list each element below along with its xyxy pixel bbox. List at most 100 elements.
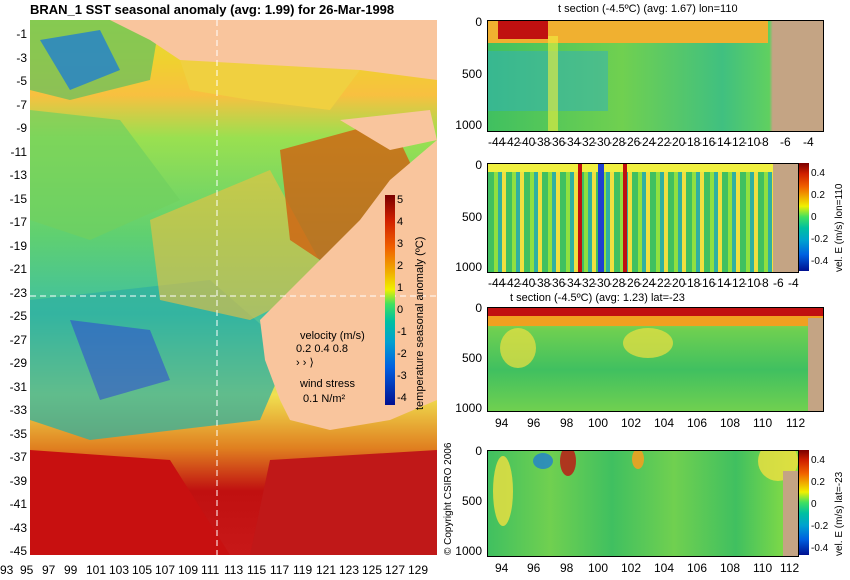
panel1-ytick: 0 (475, 15, 482, 29)
lon-tick: 107 (155, 563, 176, 577)
panel2-xtick: -10 (743, 276, 761, 290)
panel4-colorbar-label: vel. E (m/s) lat=-23 (834, 471, 845, 556)
panel4-overlay (493, 451, 798, 556)
colorbar-tick: 3 (397, 238, 404, 250)
panel2-colorbar-tick: 0 (811, 212, 817, 223)
lat-tick: -5 (16, 74, 27, 88)
lon-tick: 115 (247, 563, 267, 577)
panel1-temperature-section[interactable] (487, 20, 824, 132)
colorbar-tick: -3 (397, 370, 407, 382)
panel4-xtick: 112 (780, 561, 800, 575)
lat-tick: -7 (16, 98, 27, 112)
lat-tick: -3 (16, 51, 27, 65)
sst-anomaly-map[interactable] (30, 20, 437, 555)
panel3-temperature-section[interactable] (487, 307, 824, 412)
panel1-xtick: -4 (803, 135, 814, 149)
lat-tick: -1 (16, 27, 27, 41)
colorbar-tick: 4 (397, 216, 404, 228)
panel2-xtick: -28 (608, 276, 626, 290)
land-java-sumatra (110, 20, 437, 90)
panel1-xtick: -30 (593, 135, 611, 149)
panel3-xtick: 108 (720, 416, 741, 430)
velocity-legend-label: velocity (m/s) (300, 330, 365, 342)
panel1-xtick: -32 (578, 135, 596, 149)
panel4-velocity-section[interactable] (487, 450, 799, 557)
panel1-xtick: -20 (668, 135, 686, 149)
panel1-xtick: -38 (533, 135, 551, 149)
panel1-xtick: -8 (758, 135, 769, 149)
panel2-xtick: -40 (518, 276, 536, 290)
lon-tick: 95 (20, 563, 34, 577)
panel2-xtick: -18 (683, 276, 701, 290)
panel4-xtick: 94 (495, 561, 509, 575)
lon-tick: 97 (42, 563, 56, 577)
panel2-xtick: -36 (548, 276, 566, 290)
lat-tick: -27 (9, 333, 27, 347)
panel2-xtick: -26 (623, 276, 641, 290)
colorbar-tick: -1 (397, 326, 407, 338)
lat-tick: -31 (9, 380, 27, 394)
panel4-ytick: 1000 (455, 544, 482, 558)
lon-tick: 129 (408, 563, 429, 577)
panel1-xtick: -14 (713, 135, 731, 149)
panel4-colorbar-tick: -0.4 (811, 543, 829, 554)
panel2-xtick: -32 (578, 276, 596, 290)
panel3-overlay (488, 308, 823, 411)
colorbar-tick: 2 (397, 260, 404, 272)
panel2-xtick: -34 (563, 276, 581, 290)
panel4-ytick: 0 (475, 444, 482, 458)
panel3-xtick: 102 (621, 416, 642, 430)
panel2-xtick: -6 (773, 276, 784, 290)
panel1-xtick: -44 (488, 135, 506, 149)
panel2-ytick: 1000 (455, 260, 482, 274)
lon-tick: 103 (109, 563, 130, 577)
lat-tick: -43 (9, 521, 27, 535)
panel4-xtick: 98 (560, 561, 574, 575)
lat-tick: -23 (9, 286, 27, 300)
lon-tick: 109 (178, 563, 199, 577)
panel2-velocity-section[interactable] (487, 163, 799, 273)
panel2-xtick: -38 (533, 276, 551, 290)
panel4-xtick: 102 (621, 561, 642, 575)
panel3-title: t section (-4.5ºC) (avg: 1.23) lat=-23 (510, 292, 685, 304)
lon-tick: 105 (132, 563, 153, 577)
panel1-xtick: -40 (518, 135, 536, 149)
panel1-xtick: -18 (683, 135, 701, 149)
lon-tick: 123 (339, 563, 360, 577)
lat-tick: -25 (9, 309, 27, 323)
panel4-colorbar-tick: 0 (811, 499, 817, 510)
panel2-xtick: -4 (788, 276, 799, 290)
panel2-xtick: -16 (698, 276, 716, 290)
panel4-colorbar-tick: 0.2 (811, 477, 825, 488)
panel2-colorbar-tick: 0.2 (811, 190, 825, 201)
colorbar-tick: -4 (397, 392, 407, 404)
panel3-ytick: 500 (461, 351, 482, 365)
wind-stress-label: wind stress (300, 378, 356, 390)
velocity-legend-values: 0.2 0.4 0.8 (296, 343, 348, 355)
panel1-ytick: 1000 (455, 118, 482, 132)
panel1-xtick: -16 (698, 135, 716, 149)
lat-tick: -17 (9, 215, 27, 229)
colorbar-tick: 5 (397, 194, 404, 206)
panel1-ytick: 500 (461, 67, 482, 81)
panel1-title: t section (-4.5ºC) (avg: 1.67) lon=110 (558, 3, 738, 15)
lon-tick: 93 (0, 563, 14, 577)
panel2-colorbar-label: vel. E (m/s) lon=110 (834, 183, 845, 272)
panel4-xtick: 104 (654, 561, 675, 575)
lon-tick: 125 (362, 563, 383, 577)
panel3-xtick: 112 (786, 416, 806, 430)
lat-tick: -21 (9, 262, 27, 276)
panel2-xtick: -12 (728, 276, 746, 290)
panel4-xtick: 100 (588, 561, 609, 575)
panel4-colorbar-tick: -0.2 (811, 521, 829, 532)
map-overlay (30, 20, 437, 555)
lat-tick: -41 (9, 497, 27, 511)
panel3-ytick: 0 (475, 301, 482, 315)
lon-tick: 117 (270, 563, 290, 577)
wind-stress-value: 0.1 N/m² (303, 393, 346, 405)
panel3-xtick: 106 (687, 416, 708, 430)
lon-tick: 111 (201, 563, 220, 577)
panel2-overlay (488, 164, 798, 272)
panel2-ytick: 500 (461, 210, 482, 224)
lat-tick: -13 (9, 168, 27, 182)
